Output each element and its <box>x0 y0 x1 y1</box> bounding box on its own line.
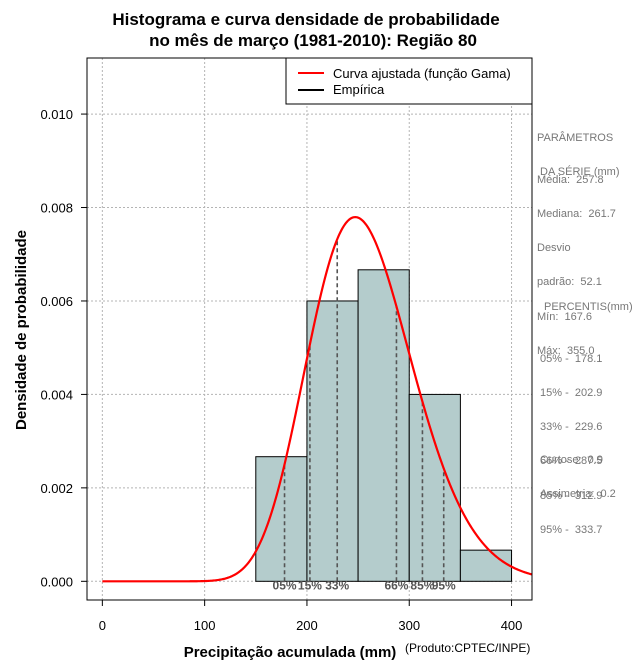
percentile-label-15%: 15% <box>298 578 322 592</box>
y-tick-label-3: 0.006 <box>40 294 73 309</box>
x-axis-label: Precipitação acumulada (mm) <box>184 644 397 660</box>
percentile-85: 85% - 312.9 <box>540 489 603 502</box>
percentile-label-95%: 95% <box>432 578 456 592</box>
y-tick-label-1: 0.002 <box>40 481 73 496</box>
x-tick-label-4: 400 <box>501 618 523 633</box>
y-tick-label-5: 0.010 <box>40 107 73 122</box>
percentile-label-05%: 05% <box>273 578 297 592</box>
y-axis-label: Densidade de probabilidade <box>13 230 30 430</box>
x-tick-label-1: 100 <box>194 618 216 633</box>
percentile-05: 05% - 178.1 <box>540 352 603 365</box>
percentile-33: 33% - 229.6 <box>540 421 603 434</box>
percentile-lines <box>283 239 445 582</box>
percentile-label-66%: 66% <box>384 578 408 592</box>
params-header-line-1: PARÂMETROS <box>537 131 614 144</box>
param-median: Mediana: 261.7 <box>537 208 616 221</box>
chart-title-line-2: no mês de março (1981-2010): Região 80 <box>149 31 477 50</box>
histogram-bar-1 <box>306 300 359 582</box>
x-tick-label-3: 300 <box>398 618 420 633</box>
percentiles-header: PERCENTIS(mm) <box>544 301 633 313</box>
gamma-fit-curve <box>102 215 533 583</box>
shape-stats-panel: Curtose: 0.9 Assimetria: 0.2 <box>540 432 616 512</box>
chart-title-line-1: Histograma e curva densidade de probabil… <box>112 10 499 29</box>
param-sd-label: Desvio <box>537 242 571 255</box>
histogram-bar-2 <box>357 269 410 582</box>
param-max: Máx: 355.0 <box>537 344 595 357</box>
param-sd-value: padrão: 52.1 <box>537 276 602 289</box>
param-mean: Média: 257.8 <box>537 173 604 186</box>
legend-label-empirical: Empírica <box>333 82 385 97</box>
x-tick-label-0: 0 <box>99 618 106 633</box>
y-tick-label-0: 0.000 <box>40 574 73 589</box>
series-parameters-values: Média: 257.8 Mediana: 261.7 Desvio padrã… <box>537 152 616 369</box>
percentile-95: 95% - 333.7 <box>540 523 603 536</box>
kurtosis: Curtose: 0.9 <box>540 453 603 466</box>
y-axis: 0.000 0.002 0.004 0.006 0.008 0.010 <box>40 107 87 589</box>
percentile-15: 15% - 202.9 <box>540 387 603 400</box>
skewness: Assimetria: 0.2 <box>540 488 616 501</box>
legend-box <box>285 57 533 105</box>
percentile-labels: 05% 15% 33% 66% 85%95% <box>273 578 457 592</box>
x-tick-label-2: 200 <box>296 618 318 633</box>
x-axis: 0 100 200 300 400 <box>99 600 523 633</box>
legend: Curva ajustada (função Gama) Empírica <box>285 57 533 105</box>
histogram-bars <box>255 269 513 582</box>
percentile-label-85%: 85% <box>410 578 434 592</box>
percentiles-panel: 05% - 178.1 15% - 202.9 33% - 229.6 66% … <box>540 331 602 548</box>
legend-label-fit: Curva ajustada (função Gama) <box>333 66 511 81</box>
histogram-bar-4 <box>459 549 513 582</box>
percentile-66: 66% - 287.5 <box>540 455 603 468</box>
histogram-bar-3 <box>408 393 461 582</box>
param-min: Mín: 167.6 <box>537 310 593 323</box>
params-header-line-2: DA SÉRIE (mm) <box>537 166 620 179</box>
gamma-curve-layer <box>102 215 533 583</box>
percentile-label-33%: 33% <box>325 578 349 592</box>
y-tick-label-4: 0.008 <box>40 201 73 216</box>
product-credit: (Produto:CPTEC/INPE) <box>405 641 530 655</box>
y-tick-label-2: 0.004 <box>40 387 73 402</box>
series-parameters-panel: PARÂMETROS DA SÉRIE (mm) <box>537 110 620 190</box>
